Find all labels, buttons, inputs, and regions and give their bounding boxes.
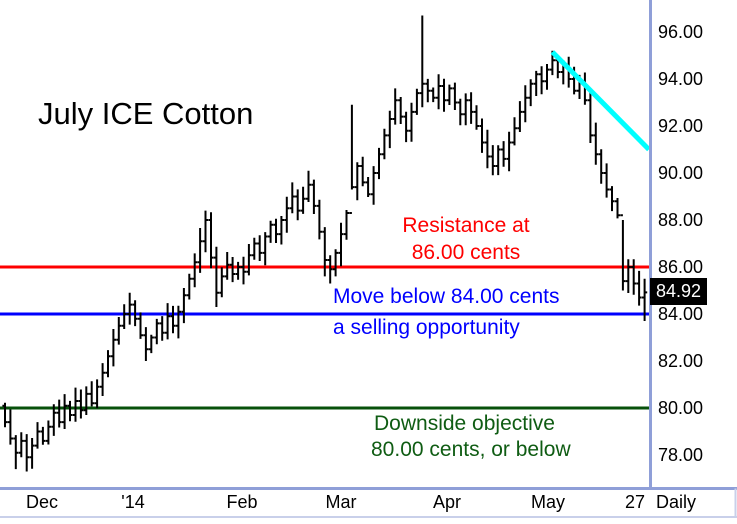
y-axis-label: 92.00 [658, 116, 704, 136]
annotation-resistance-line2: 86.00 cents [411, 241, 521, 264]
y-axis-label: 96.00 [658, 22, 704, 42]
x-axis-label: '14 [121, 492, 145, 512]
annotation-sell-trigger-line2: a selling opportunity [333, 316, 520, 339]
y-axis-label: 88.00 [658, 210, 704, 230]
trendline [550, 50, 651, 152]
y-axis-label: 86.00 [658, 257, 704, 277]
annotation-resistance-line1: Resistance at [402, 214, 530, 237]
x-axis-label: Dec [25, 492, 58, 512]
y-axis-label: 80.00 [658, 398, 704, 418]
annotation-sell-trigger-line1: Move below 84.00 cents [333, 285, 560, 308]
x-axis-label: Feb [226, 492, 258, 512]
x-axis-label: 27 [624, 492, 646, 512]
x-axis-label: May [530, 492, 565, 512]
y-axis-label: 90.00 [658, 163, 704, 183]
period-label: Daily [656, 492, 697, 512]
x-axis-label: Apr [432, 492, 461, 512]
y-axis-label: 84.00 [658, 304, 704, 324]
y-axis-label: 94.00 [658, 69, 704, 89]
annotation-resistance: Resistance at 86.00 cents [356, 212, 576, 266]
x-axis-label: Mar [325, 492, 357, 512]
annotation-downside-objective-line2: 80.00 cents, or below [371, 438, 571, 461]
last-price-box: 84.92 [650, 278, 707, 306]
annotation-downside-objective-line1: Downside objective [374, 412, 555, 435]
chart-title: July ICE Cotton [38, 96, 254, 131]
y-axis-label: 78.00 [658, 445, 704, 465]
y-axis-label: 82.00 [658, 351, 704, 371]
ohlc-bars [2, 15, 648, 472]
